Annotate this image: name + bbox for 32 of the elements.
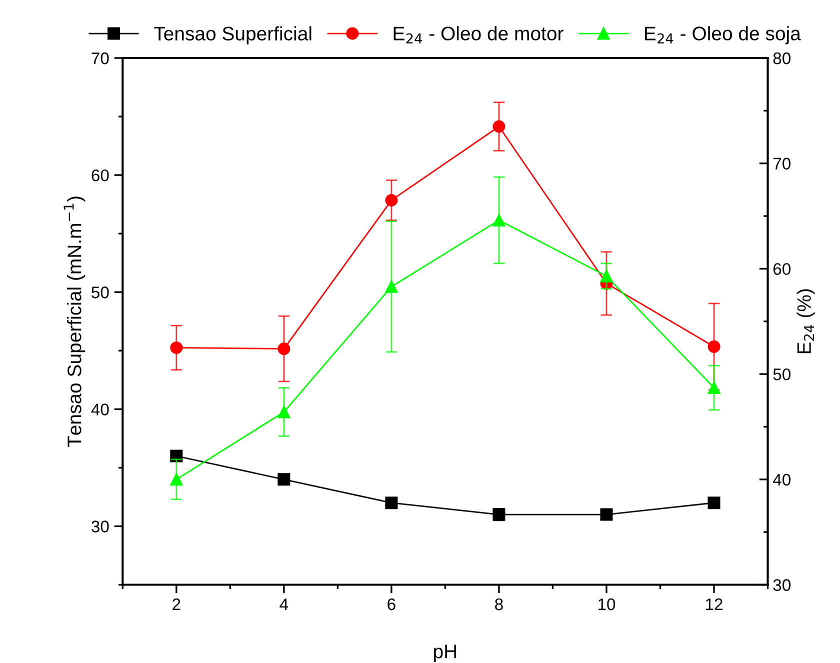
point [708,382,720,394]
point [600,508,613,521]
point [385,496,398,510]
legend-label: E$_{24}$ - Oleo de motor [394,26,564,44]
point [278,473,290,486]
x-tick-label: 6 [388,598,396,610]
y-tick-label: 50 [92,286,109,298]
point [708,496,720,510]
y-tick-label: 30 [92,520,109,532]
point [492,120,506,133]
point [708,340,720,353]
y2-tick-label: 80 [773,52,791,64]
x-tick-label: 12 [706,598,722,610]
x-tick-label: 8 [495,598,503,610]
y2-tick-label: 50 [773,368,791,380]
y-tick-label: 70 [92,52,109,64]
y-tick-label: 40 [91,404,109,416]
y2-tick-label: 30 [773,579,791,591]
legend-label: Tensao Superficial [154,26,312,44]
x-axis-title: pH [434,644,456,662]
y-tick-label: 60 [92,169,109,182]
x-tick-label: 10 [598,598,616,610]
point [492,214,506,227]
x-tick-label: 4 [280,598,288,610]
point [600,270,613,282]
y2-tick-label: 60 [773,263,791,275]
y2-tick-label: 70 [773,158,791,170]
y-axis-title: Tensao Superficial (mN.m$^{−1}$) [64,196,86,448]
y2-tick-label: 40 [773,474,791,486]
x-tick-label: 2 [172,598,180,610]
legend-label: E$_{24}$ - Oleo de soja [645,26,801,44]
y2-axis-title: E$_{24}$ (%) [796,289,815,354]
